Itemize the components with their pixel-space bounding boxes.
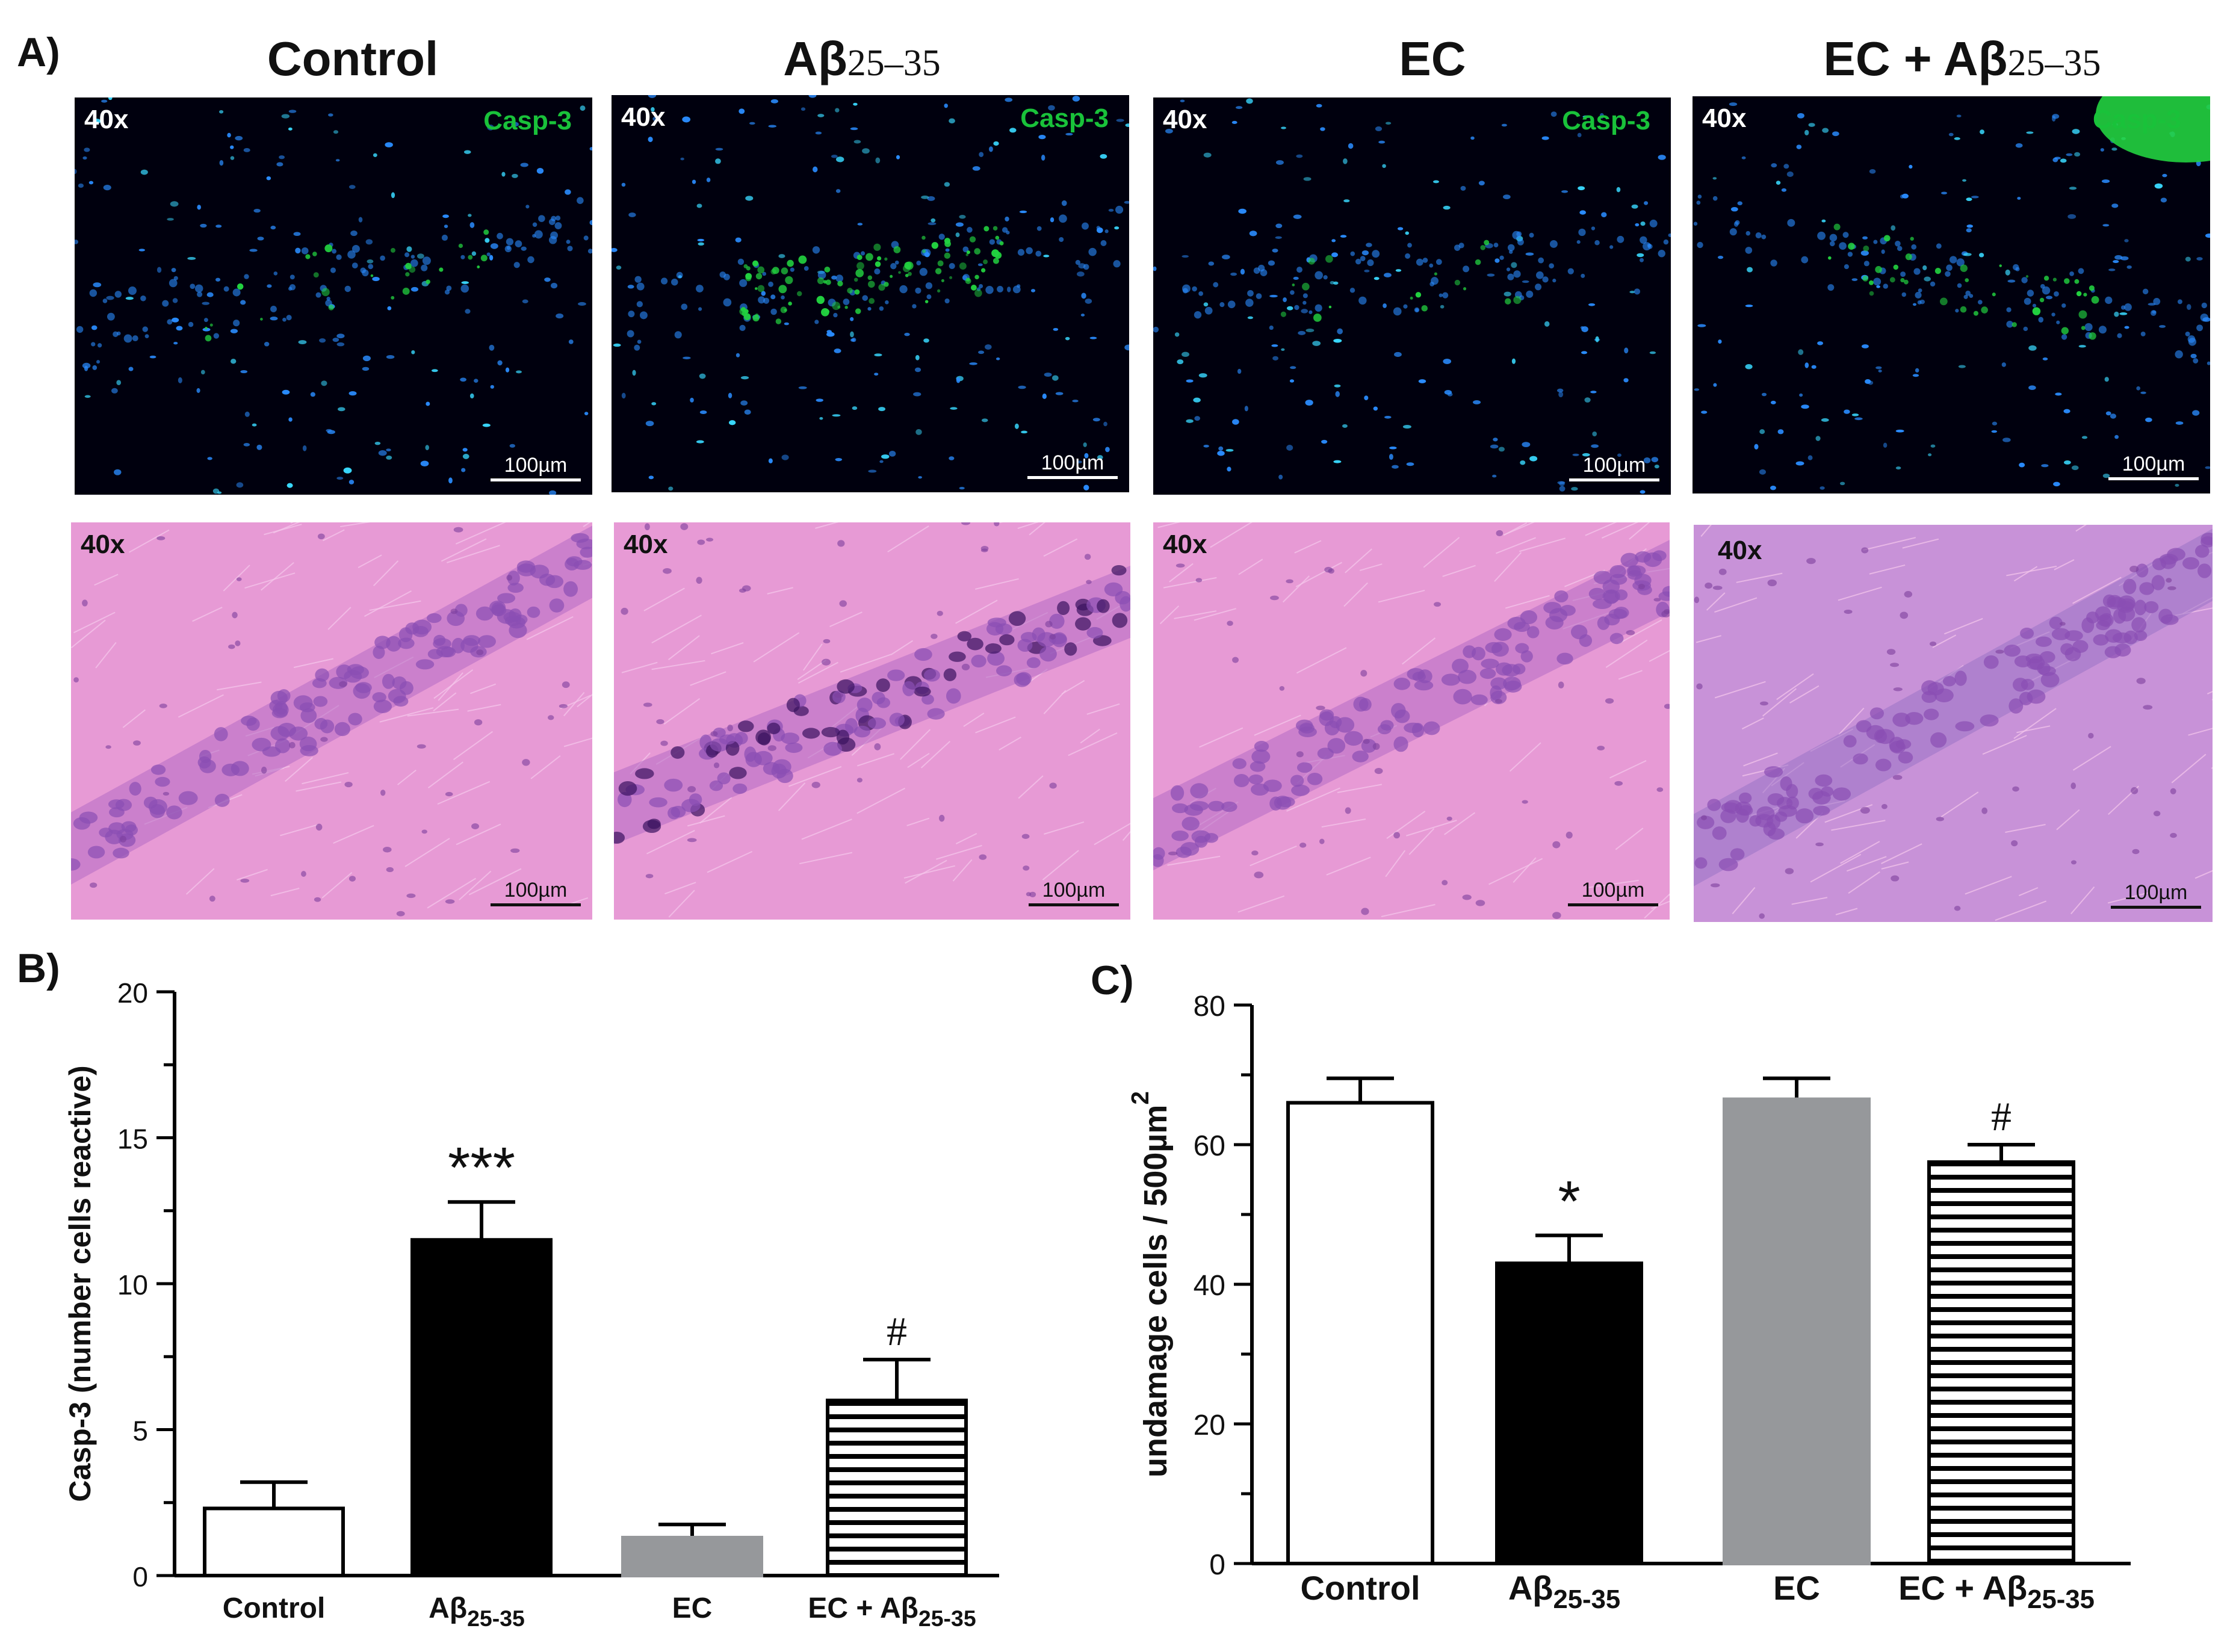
scale-bar: 100µm [1566,454,1662,481]
scale-bar: 100µm [2108,881,2204,909]
y-tick-label: 20 [117,977,148,1009]
bar-chart-undamaged-cells: 0 20 40 60 80 undamage cells / 500µm2 Control *… [1126,991,2131,1614]
magnification-label: 40x [1702,104,1747,133]
error-bar [1327,1076,1394,1103]
error-bar [863,1358,931,1400]
y-tick-label: 0 [132,1561,148,1592]
he-image-ec-abeta: 40x 100µm [1694,525,2213,922]
y-tick-label: 15 [117,1124,148,1155]
panel-b-label: B) [17,945,60,991]
scale-bar: 100µm [1565,879,1661,906]
marker-label: Casp-3 [483,106,572,135]
magnification-label: 40x [1718,536,1762,565]
he-stain-artwork [614,522,1130,918]
bar-ec [1723,1097,1871,1566]
y-tick-label: 60 [1194,1130,1225,1162]
bar-chart-casp3: 0 5 10 15 20 Casp-3 (number cells reactive) Co… [63,977,999,1631]
bar-control [203,1506,345,1578]
column-title-ec-abeta: EC + Aβ25–35 [1823,32,2101,85]
scale-bar: 100µm [1026,879,1122,906]
x-category-label: Aβ25-35 [1508,1569,1620,1614]
x-category-label: EC + Aβ25-35 [808,1592,976,1631]
fluorescence-artwork [75,97,592,495]
significance-marker: * [1558,1169,1580,1234]
scale-bar: 100µm [488,454,584,481]
column-title-abeta: Aβ25–35 [783,32,941,85]
x-category-label: Control [223,1592,326,1624]
bar-ec-a-25-35 [1927,1160,2075,1565]
bar-a-25-35 [1495,1261,1643,1565]
fluorescence-image-ec-abeta: 40x Casp-3 100µm [1693,96,2210,493]
column-title-control: Control [267,32,439,85]
magnification-label: 40x [1163,105,1207,134]
panel-a-label: A) [17,29,60,75]
error-bar [448,1200,515,1240]
x-category-label: Control [1300,1569,1420,1607]
error-bar [1968,1143,2035,1162]
marker-label: Casp-3 [2093,105,2181,134]
scale-bar: 100µm [2105,453,2202,480]
y-tick-label: 40 [1194,1270,1225,1302]
fluorescence-image-control: 40x Casp-3 100µm [75,97,592,495]
x-category-label: EC + Aβ25-35 [1898,1569,2095,1614]
y-tick-label: 5 [132,1415,148,1447]
fluorescence-image-ec: 40x Casp-3 100µm [1153,97,1671,495]
y-tick-label: 20 [1194,1409,1225,1441]
magnification-label: 40x [624,530,668,559]
significance-marker: # [1991,1094,2012,1139]
bar-control [1286,1101,1434,1565]
he-stain-artwork [71,522,592,917]
magnification-label: 40x [84,105,129,134]
error-bar [1763,1076,1830,1100]
y-tick-label: 80 [1194,991,1225,1022]
significance-marker: *** [448,1136,515,1200]
marker-label: Casp-3 [1562,106,1650,135]
x-category-label: Aβ25-35 [429,1592,525,1631]
he-stain-artwork [1153,522,1670,919]
error-bar [240,1480,308,1509]
y-axis-label: undamage cells / 500µm2 [1126,1091,1174,1477]
magnification-label: 40x [81,530,125,559]
fluorescence-artwork [1153,98,1671,494]
error-bar [658,1523,726,1538]
fluorescence-artwork [1693,96,2210,490]
magnification-label: 40x [1163,530,1207,559]
fluorescence-artwork [612,95,1129,491]
he-image-abeta: 40x 100µm [614,522,1130,920]
y-tick-label: 10 [117,1269,148,1301]
scale-bar: 100µm [488,879,584,906]
error-bar [1535,1233,1603,1264]
bar-a-25-35 [410,1238,553,1577]
y-tick-label: 0 [1209,1549,1225,1581]
fluorescence-image-abeta: 40x Casp-3 100µm [612,95,1129,492]
column-title-ec: EC [1399,32,1466,85]
he-image-control: 40x 100µm [71,522,592,920]
x-category-label: EC [1773,1569,1820,1607]
y-axis-label: Casp-3 (number cells reactive) [63,1065,97,1502]
x-category-label: EC [672,1592,713,1624]
bar-ec [621,1535,763,1578]
significance-marker: # [887,1308,907,1354]
magnification-label: 40x [621,102,666,132]
he-stain-artwork [1694,525,2213,921]
panel-c-label: C) [1091,957,1134,1003]
marker-label: Casp-3 [1020,104,1109,133]
bar-ec-a-25-35 [826,1399,968,1577]
scale-bar: 100µm [1024,451,1121,479]
he-image-ec: 40x 100µm [1153,522,1670,920]
